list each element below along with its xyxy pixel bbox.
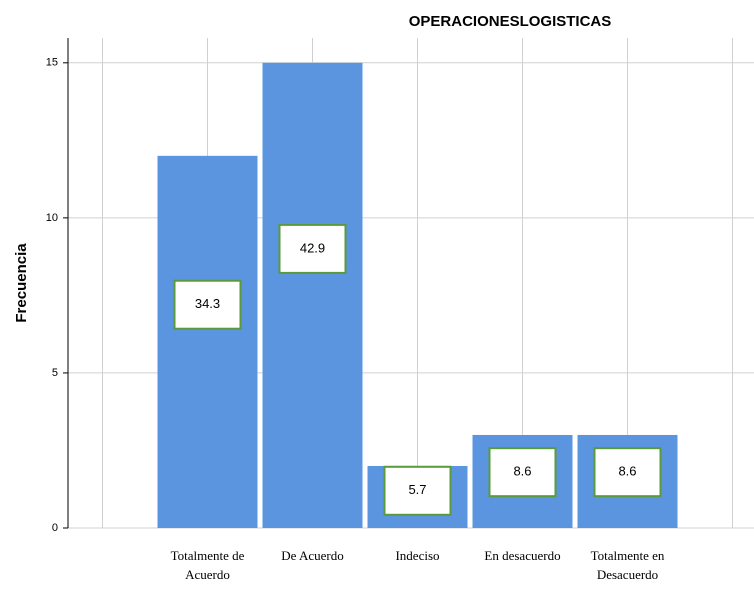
y-tick-label: 0	[52, 522, 58, 534]
x-tick-label: En desacuerdo	[484, 548, 561, 563]
y-tick-label: 5	[52, 367, 58, 379]
data-label: 5.7	[408, 482, 426, 497]
data-label: 42.9	[300, 240, 325, 255]
y-tick-label: 10	[46, 212, 58, 224]
label-box	[593, 447, 662, 498]
bar	[157, 155, 258, 529]
data-label: 8.6	[513, 464, 531, 479]
label-box	[278, 223, 347, 274]
data-label: 34.3	[195, 296, 220, 311]
x-tick-label: Totalmente de Acuerdo	[170, 548, 245, 582]
data-label: 8.6	[618, 464, 636, 479]
label-box	[488, 447, 557, 498]
x-tick-label: Totalmente en Desacuerdo	[590, 548, 665, 582]
bar	[262, 62, 363, 529]
chart-title: OPERACIONESLOGISTICAS	[409, 13, 612, 30]
x-tick-label: Indeciso	[395, 548, 440, 563]
label-box	[173, 279, 242, 330]
label-box	[383, 465, 452, 516]
x-tick-label: De Acuerdo	[281, 548, 344, 563]
y-axis-label: Frecuencia	[13, 243, 30, 323]
y-tick-label: 15	[46, 57, 58, 69]
